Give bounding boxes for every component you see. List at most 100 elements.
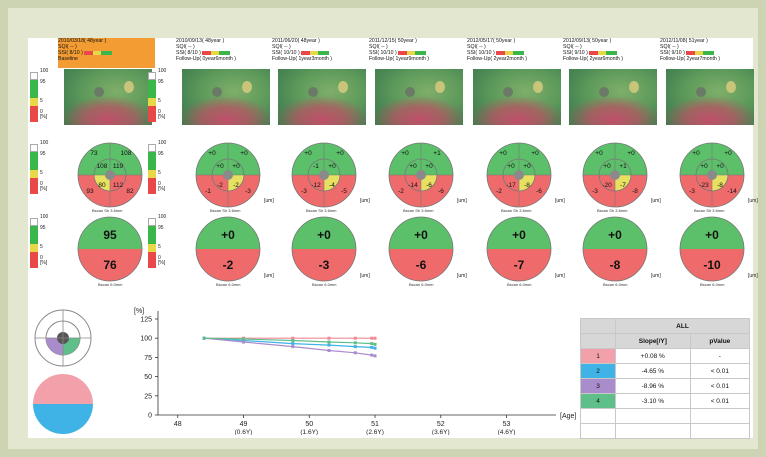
unit-label: [um] [360,198,370,204]
ssi-bar [589,50,618,55]
sector-circle[interactable]: +0 +1+0 +0-14 -6-2 -6 [387,141,455,209]
sector-value: -2 [496,188,502,195]
color-legend: 100 95 5 0 [%] [30,68,50,122]
visit-column: 2012/09/13( 50year ) SQI( -- ) SSI( 9/10… [563,38,660,298]
visit-header: 2010/09/13( 48year ) SQI( -- ) SSI( 8/10… [176,38,273,68]
series-swatch: 2 [580,363,616,379]
visit-age: 48year [205,38,222,44]
half-top-value: +0 [317,228,331,242]
series-point-3 [327,348,331,352]
sector-value: -2 [217,182,223,189]
sector-circle[interactable]: +0 +0+0 +0-23 -8-3 -14 [678,141,746,209]
visit-date: 2011/12/15 [369,38,395,44]
legend-label: 95 [40,225,46,231]
table-row: 2 -4.65 % < 0.01 [580,363,751,379]
half-caption: Bscan 6.0mm [312,282,337,287]
p-value: - [689,348,751,364]
fundus-image[interactable] [375,69,463,125]
sector-value: 82 [126,188,134,195]
sector-caption: Bscan Sh 3.6mm [210,208,241,213]
y-tick-label: 125 [140,317,152,324]
color-legend: 100 95 5 0 [%] [148,214,168,268]
visit-header: 2010/03/18( 48year ) SQI( -- ) SSI( 8/10… [58,38,155,68]
visit-sqi: SQI( -- ) [176,44,195,50]
legend-label: 5 [40,98,43,104]
fundus-image[interactable] [569,69,657,125]
sector-value: +0 [328,163,336,170]
report-panel: 2010/03/18( 48year ) SQI( -- ) SSI( 8/10… [28,38,758,439]
sector-circle[interactable]: +0 +0+0 +0-17 -8-2 -6 [485,141,553,209]
half-circle[interactable]: +0 -2 [194,215,262,283]
x-tick-label: 52 [437,421,445,428]
sector-circle[interactable]: +0 +0-1 +0-12 -4-3 -5 [290,141,358,209]
half-top-value: +0 [705,228,719,242]
legend-label: 0 [40,109,43,115]
fundus-image[interactable] [666,69,754,125]
sector-value: -3 [592,188,598,195]
x-tick-label: 53 [503,421,511,428]
legend-label: [%] [158,186,166,192]
sector-value: -14 [408,182,418,189]
color-legend: 100 95 5 0 [%] [30,215,50,268]
sector-value: -3 [245,188,251,195]
visit-header: 2012/05/17( 50year ) SQI( -- ) SSI( 10/1… [467,38,564,68]
half-bottom-value: -7 [514,258,525,272]
series-swatch: 3 [580,378,616,394]
half-top-value: +0 [608,228,622,242]
fundus-image[interactable] [473,69,561,125]
p-value: < 0.01 [689,393,751,409]
half-circle[interactable]: +0 -6 [387,215,455,283]
visit-ssi: SSI( 10/10 ) [467,50,495,56]
legend-label: 95 [40,79,46,85]
sector-circle[interactable]: 73 108 108 119 80 112 93 82 [76,141,144,209]
unit-label: [um] [264,273,274,279]
series-point-4 [327,340,331,344]
half-bottom-value: -2 [223,258,234,272]
visit-date: 2012/09/13 [563,38,589,44]
sector-circle[interactable]: +0 +0+0 +0-2 -2-1 -3 [194,141,262,209]
table-corner [580,318,616,334]
legend-label: 100 [158,140,167,146]
half-circle[interactable]: +0 -8 [581,215,649,283]
sector-value: -12 [311,182,321,189]
series-point-3 [241,340,245,344]
fundus-image[interactable] [278,69,366,125]
sector-value: -2 [233,182,239,189]
legend-label: 100 [40,68,49,74]
series-point-3 [353,351,357,355]
unit-label: [um] [555,198,565,204]
y-tick-label: 0 [148,413,152,420]
ssi-bar [686,50,715,55]
visit-column: 2010/03/18( 48year ) SQI( -- ) SSI( 8/10… [58,38,155,298]
x-tick-label: 51 [371,421,379,428]
visit-date: 2010/03/18 [58,38,84,44]
table-header-slope: Slope[/Y] [615,333,691,349]
series-point-2 [353,345,357,349]
half-circle[interactable]: 95 76 [76,215,144,283]
half-top-value: +0 [414,228,428,242]
series-point-1 [373,336,377,340]
legend-label: 95 [40,151,46,157]
unit-label: [um] [555,273,565,279]
legend-label: [%] [158,260,166,266]
sector-value: -3 [689,188,695,195]
series-point-4 [202,336,206,340]
fundus-image[interactable] [182,69,270,125]
legend-label: 100 [158,214,167,220]
color-legend: 100 95 5 0 [%] [30,141,50,194]
series-point-1 [353,336,357,340]
half-bottom-value: -10 [703,258,721,272]
half-circle[interactable]: +0 -10 [678,215,746,283]
visit-date: 2012/05/17 [467,38,493,44]
visit-ssi: SSI( 10/10 ) [369,50,397,56]
half-circle[interactable]: +0 -7 [485,215,553,283]
fundus-image[interactable] [64,69,152,125]
visit-followup: Follow-Up( 2year2month ) [467,56,527,62]
sector-value: -8 [717,182,723,189]
sector-value: -7 [620,182,626,189]
half-circle[interactable]: +0 -3 [290,215,358,283]
sector-circle[interactable]: +0 +0+0 +1-20 -7-3 -8 [581,141,649,209]
visit-header: 2012/09/13( 50year ) SQI( -- ) SSI( 9/10… [563,38,660,68]
visit-followup: Follow-Up( 2year7month ) [660,56,720,62]
visit-age: 48year [87,38,104,44]
